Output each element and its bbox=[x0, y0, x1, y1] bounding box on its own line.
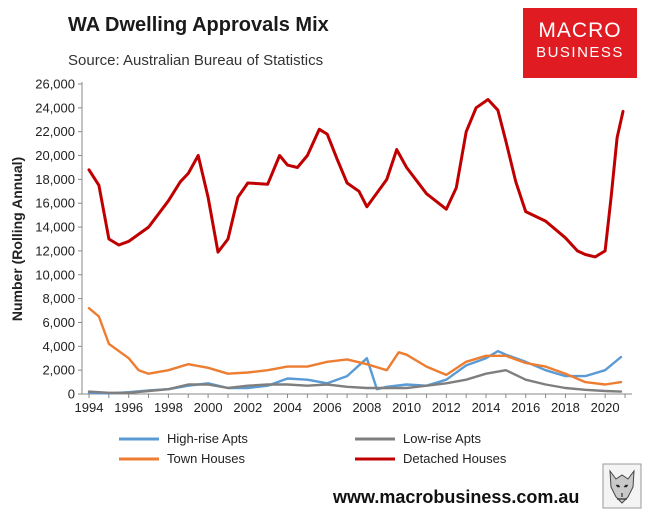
x-tick-label: 2020 bbox=[591, 400, 620, 415]
y-tick-label: 12,000 bbox=[35, 243, 75, 258]
y-tick-label: 26,000 bbox=[35, 77, 75, 92]
x-tick-label: 2006 bbox=[313, 400, 342, 415]
legend-label-town-houses: Town Houses bbox=[167, 451, 246, 466]
y-tick-label: 22,000 bbox=[35, 124, 75, 139]
x-tick-label: 2016 bbox=[511, 400, 540, 415]
legend-label-low-rise-apts: Low-rise Apts bbox=[403, 431, 482, 446]
y-tick-label: 20,000 bbox=[35, 148, 75, 163]
x-tick-label: 2012 bbox=[432, 400, 461, 415]
y-tick-label: 18,000 bbox=[35, 172, 75, 187]
x-tick-label: 2004 bbox=[273, 400, 302, 415]
y-tick-label: 16,000 bbox=[35, 196, 75, 211]
y-tick-label: 4,000 bbox=[42, 339, 75, 354]
chart-subtitle: Source: Australian Bureau of Statistics bbox=[68, 52, 324, 69]
y-tick-label: 2,000 bbox=[42, 363, 75, 378]
y-tick-label: 6,000 bbox=[42, 315, 75, 330]
x-tick-label: 2018 bbox=[551, 400, 580, 415]
y-axis-label: Number (Rolling Annual) bbox=[9, 157, 25, 321]
x-tick-label: 2002 bbox=[233, 400, 262, 415]
x-tick-label: 1996 bbox=[114, 400, 143, 415]
x-tick-label: 2008 bbox=[352, 400, 381, 415]
macrobusiness-logo: MACRO BUSINESS bbox=[523, 8, 637, 78]
legend-label-high-rise-apts: High-rise Apts bbox=[167, 431, 248, 446]
logo-line-2: BUSINESS bbox=[536, 44, 624, 61]
series-line-town-houses bbox=[87, 307, 623, 386]
series-line-detached-houses bbox=[87, 98, 625, 259]
y-tick-label: 24,000 bbox=[35, 100, 75, 115]
legend-label-detached-houses: Detached Houses bbox=[403, 451, 507, 466]
x-tick-label: 2014 bbox=[472, 400, 501, 415]
y-tick-label: 14,000 bbox=[35, 220, 75, 235]
y-tick-label: 0 bbox=[68, 387, 75, 402]
footer-url: www.macrobusiness.com.au bbox=[333, 487, 580, 507]
chart-title: WA Dwelling Approvals Mix bbox=[68, 14, 329, 36]
series-line-low-rise-apts bbox=[87, 369, 623, 394]
logo-line-1: MACRO bbox=[538, 19, 622, 42]
x-tick-label: 2000 bbox=[194, 400, 223, 415]
x-tick-label: 1998 bbox=[154, 400, 183, 415]
y-tick-label: 8,000 bbox=[42, 291, 75, 306]
x-tick-label: 2010 bbox=[392, 400, 421, 415]
wolf-logo-icon bbox=[602, 463, 642, 509]
y-tick-label: 10,000 bbox=[35, 267, 75, 282]
x-tick-label: 1994 bbox=[75, 400, 104, 415]
